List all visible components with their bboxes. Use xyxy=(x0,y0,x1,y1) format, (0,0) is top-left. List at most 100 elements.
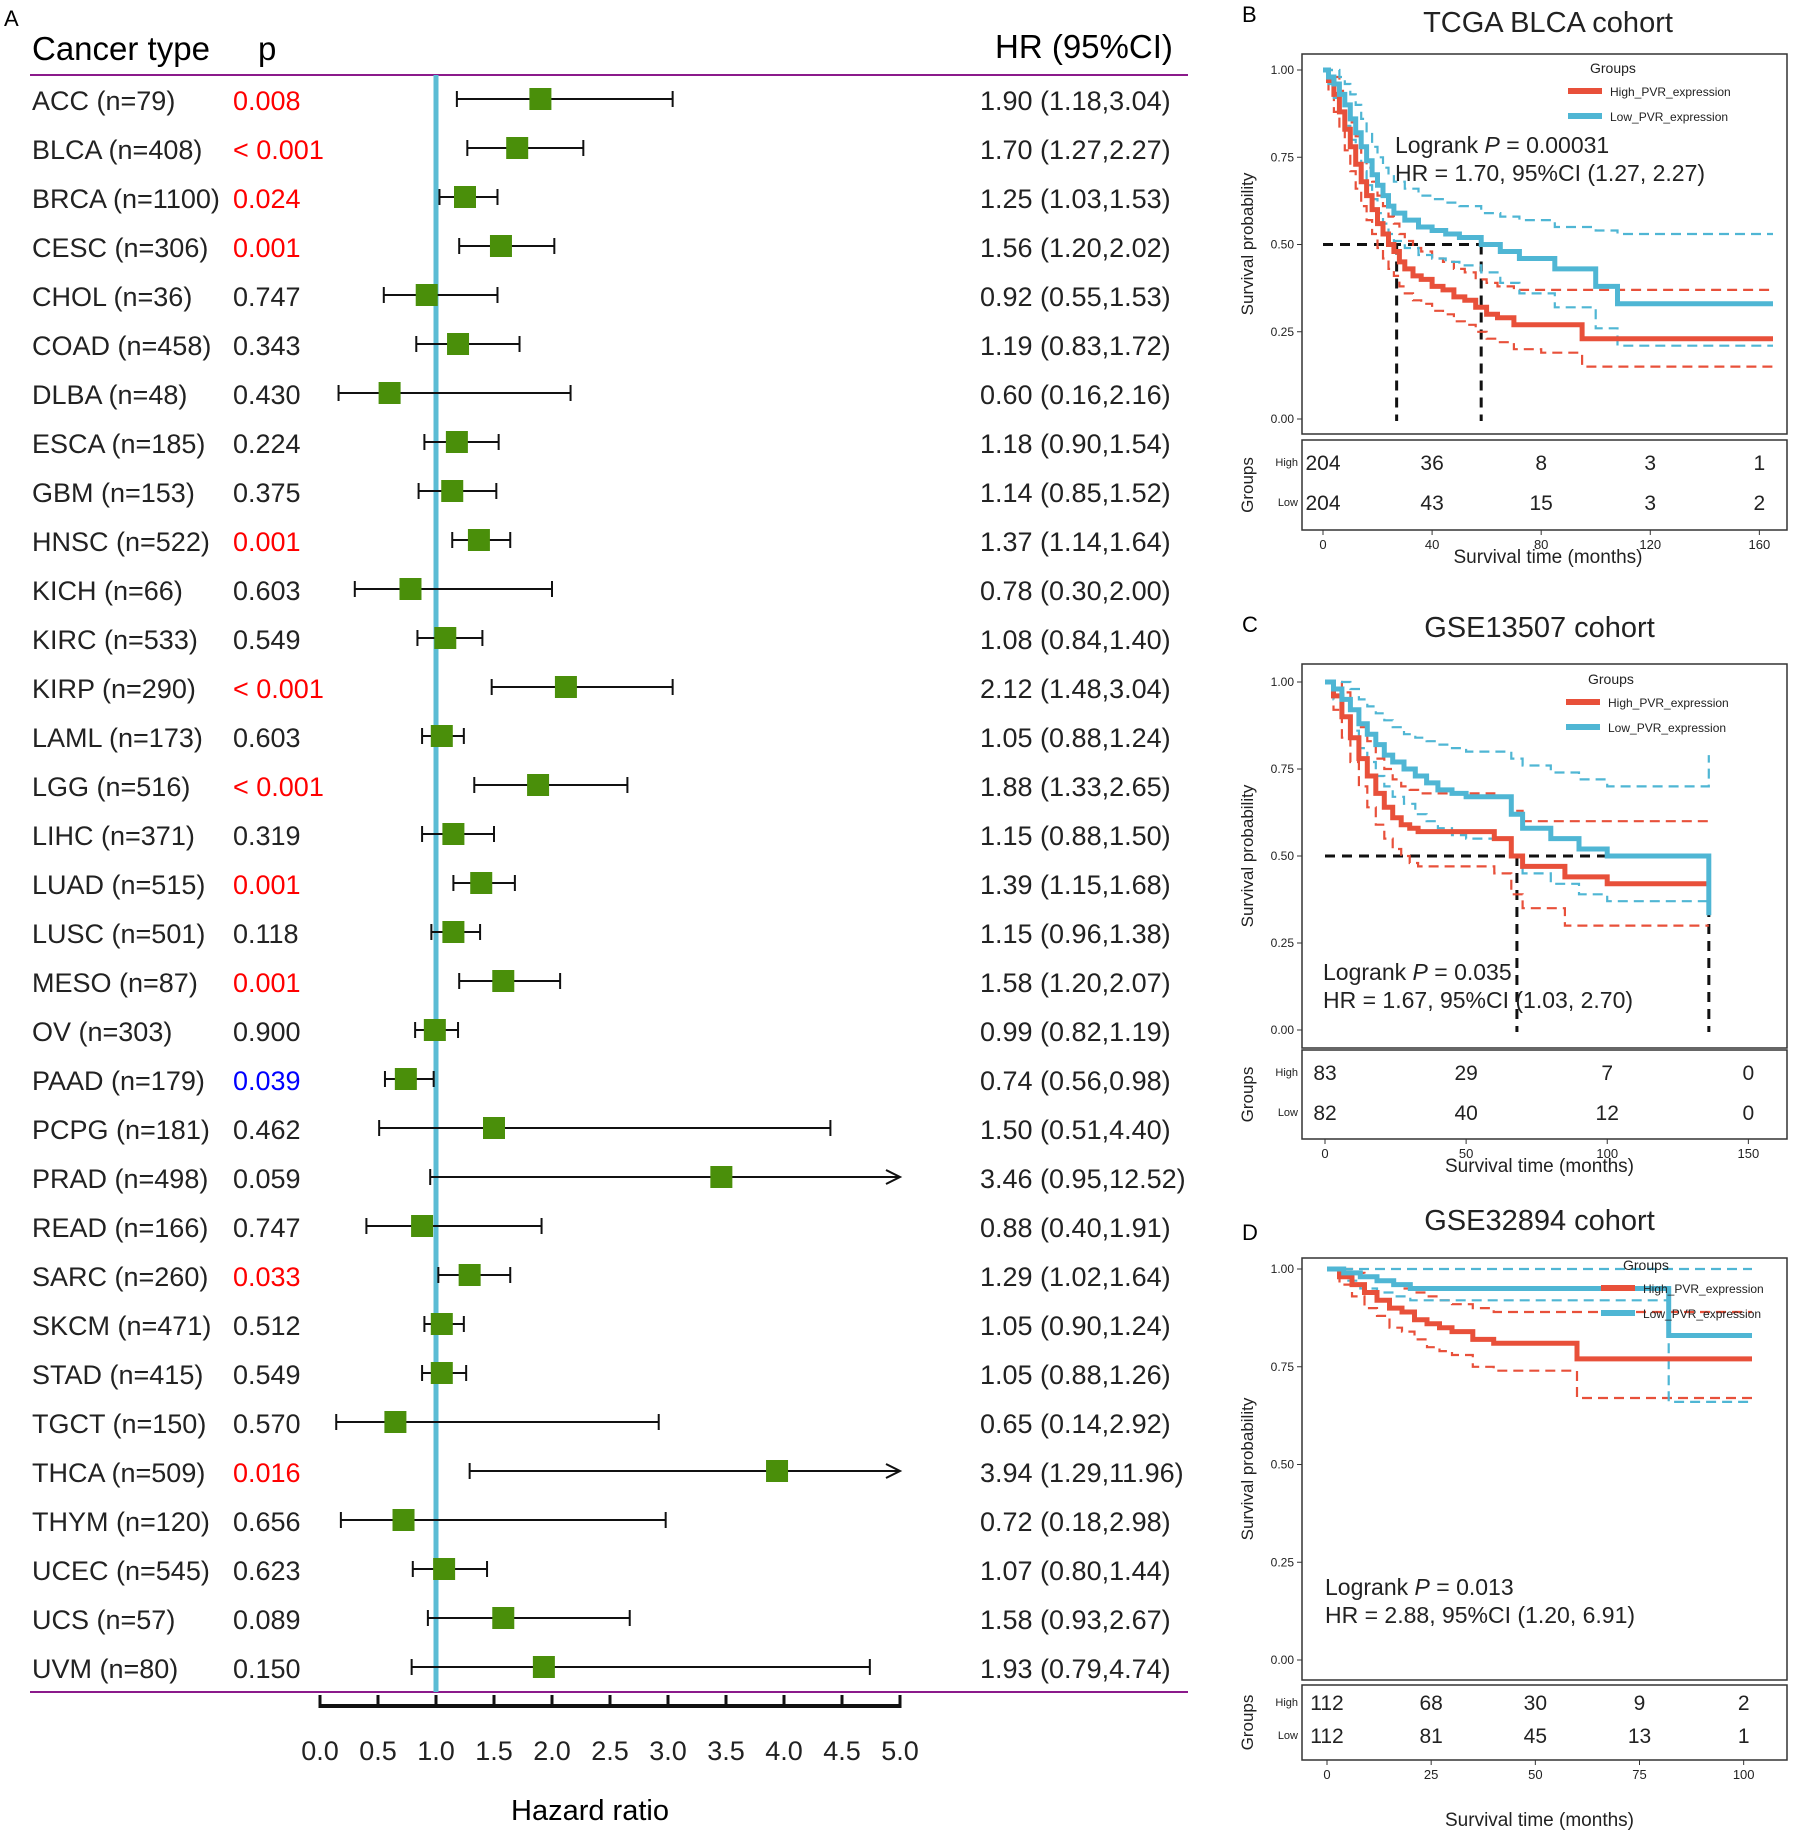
km-ci-upper-low xyxy=(1323,68,1773,236)
hr-ci-text: 1.14 (0.85,1.52) xyxy=(980,478,1171,508)
p-value: 0.224 xyxy=(233,429,301,459)
hr-point xyxy=(454,186,476,208)
hr-ci-text: 1.07 (0.80,1.44) xyxy=(980,1556,1171,1586)
hr-point xyxy=(384,1411,407,1433)
km-risk-count: 204 xyxy=(1305,492,1340,515)
km-y-tick-label: 0.75 xyxy=(1271,1360,1295,1374)
km-legend-label-high: High_PVR_expression xyxy=(1608,696,1729,710)
km-logrank-line: Logrank P = 0.013 xyxy=(1325,1574,1514,1600)
km-x-tick-label: 0 xyxy=(1321,1146,1328,1161)
p-value: 0.375 xyxy=(233,478,301,508)
km-risk-count: 43 xyxy=(1420,492,1443,515)
hr-point xyxy=(394,1068,417,1090)
hr-ci-text: 1.05 (0.88,1.26) xyxy=(980,1360,1171,1390)
panel-letter-a: A xyxy=(4,6,19,31)
cancer-label: READ (n=166) xyxy=(32,1213,208,1243)
hr-point xyxy=(489,235,512,257)
cancer-label: CHOL (n=36) xyxy=(32,282,192,312)
km-y-axis-title: Survival probability xyxy=(1238,172,1257,315)
cancer-label: PRAD (n=498) xyxy=(32,1164,208,1194)
hr-ci-text: 1.29 (1.02,1.64) xyxy=(980,1262,1171,1292)
cancer-label: MESO (n=87) xyxy=(32,968,198,998)
p-value: 0.549 xyxy=(233,1360,301,1390)
km-y-tick-label: 1.00 xyxy=(1271,1262,1295,1276)
hr-point xyxy=(392,1509,415,1531)
hr-ci-text: 1.90 (1.18,3.04) xyxy=(980,86,1171,116)
km-curve-high xyxy=(1325,679,1709,887)
km-risk-count: 204 xyxy=(1305,452,1340,475)
hr-ci-text: 1.58 (1.20,2.07) xyxy=(980,968,1171,998)
cancer-label: DLBA (n=48) xyxy=(32,380,187,410)
km-x-tick-label: 0 xyxy=(1323,1767,1330,1782)
p-value: 0.603 xyxy=(233,723,301,753)
hr-point xyxy=(710,1166,733,1188)
hr-ci-text: 1.15 (0.88,1.50) xyxy=(980,821,1171,851)
panel-letter-b: B xyxy=(1242,2,1257,27)
hr-point xyxy=(445,431,468,453)
km-ci-upper-low xyxy=(1325,680,1710,788)
hr-point xyxy=(458,1264,481,1286)
cancer-label: STAD (n=415) xyxy=(32,1360,203,1390)
km-curve-low xyxy=(1323,67,1773,307)
cancer-label: UCS (n=57) xyxy=(32,1605,175,1635)
p-value: 0.150 xyxy=(233,1654,301,1684)
p-value: < 0.001 xyxy=(233,772,324,802)
hr-ci-text: 3.46 (0.95,12.52) xyxy=(980,1164,1186,1194)
km-plot-frame xyxy=(1301,1257,1788,1681)
km-legend-label-high: High_PVR_expression xyxy=(1610,85,1731,99)
km-legend-title: Groups xyxy=(1588,671,1634,687)
km-x-tick-label: 120 xyxy=(1639,537,1661,552)
hr-point xyxy=(470,872,493,894)
p-value: 0.024 xyxy=(233,184,301,214)
hr-ci-text: 1.58 (0.93,2.67) xyxy=(980,1605,1171,1635)
km-y-tick-label: 0.50 xyxy=(1271,238,1295,252)
hr-ci-text: 1.88 (1.33,2.65) xyxy=(980,772,1171,802)
hr-point xyxy=(529,88,552,110)
p-value: 0.008 xyxy=(233,86,301,116)
ci-arrow xyxy=(885,1463,903,1479)
hr-ci-text: 1.05 (0.88,1.24) xyxy=(980,723,1171,753)
km-risk-count: 40 xyxy=(1454,1102,1477,1125)
hr-ci-text: 0.92 (0.55,1.53) xyxy=(980,282,1171,312)
hr-point xyxy=(532,1656,555,1678)
km-legend-label-low: Low_PVR_expression xyxy=(1610,110,1728,124)
hr-ci-text: 1.70 (1.27,2.27) xyxy=(980,135,1171,165)
ci-arrow xyxy=(885,1169,903,1185)
km-risk-count: 2 xyxy=(1738,1692,1750,1715)
p-value: 0.512 xyxy=(233,1311,301,1341)
km-x-tick-label: 25 xyxy=(1424,1767,1438,1782)
forest-x-tick-label: 1.0 xyxy=(417,1736,455,1766)
hr-point xyxy=(430,725,453,747)
hr-point xyxy=(411,1215,434,1237)
hr-point xyxy=(430,1313,453,1335)
km-risk-count: 9 xyxy=(1634,1692,1646,1715)
km-risk-count: 83 xyxy=(1313,1062,1336,1085)
km-x-tick-label: 100 xyxy=(1733,1767,1755,1782)
km-logrank-value: = 0.013 xyxy=(1430,1574,1514,1600)
km-y-tick-label: 0.25 xyxy=(1271,936,1295,950)
p-value: < 0.001 xyxy=(233,674,324,704)
hr-point xyxy=(506,137,529,159)
km-legend-title: Groups xyxy=(1623,1257,1669,1273)
hr-ci-text: 0.99 (0.82,1.19) xyxy=(980,1017,1171,1047)
km-y-tick-label: 1.00 xyxy=(1271,63,1295,77)
forest-x-tick-label: 5.0 xyxy=(881,1736,919,1766)
km-y-tick-label: 0.75 xyxy=(1271,150,1295,164)
hr-ci-text: 1.15 (0.96,1.38) xyxy=(980,919,1171,949)
hr-point xyxy=(442,921,465,943)
p-value: 0.039 xyxy=(233,1066,301,1096)
hr-ci-text: 1.39 (1.15,1.68) xyxy=(980,870,1171,900)
km-title: GSE32894 cohort xyxy=(1424,1205,1655,1237)
km-legend-label-low: Low_PVR_expression xyxy=(1643,1307,1761,1321)
p-value: 0.462 xyxy=(233,1115,301,1145)
km-curve-high xyxy=(1323,67,1773,342)
km-logrank-line: Logrank P = 0.035 xyxy=(1323,959,1512,985)
hr-ci-text: 0.88 (0.40,1.91) xyxy=(980,1213,1171,1243)
hr-ci-text: 1.19 (0.83,1.72) xyxy=(980,331,1171,361)
cancer-label: KIRP (n=290) xyxy=(32,674,196,704)
hr-ci-text: 1.50 (0.51,4.40) xyxy=(980,1115,1171,1145)
km-logrank-line: Logrank P = 0.00031 xyxy=(1395,132,1609,158)
hr-ci-text: 1.56 (1.20,2.02) xyxy=(980,233,1171,263)
cancer-label: KIRC (n=533) xyxy=(32,625,198,655)
